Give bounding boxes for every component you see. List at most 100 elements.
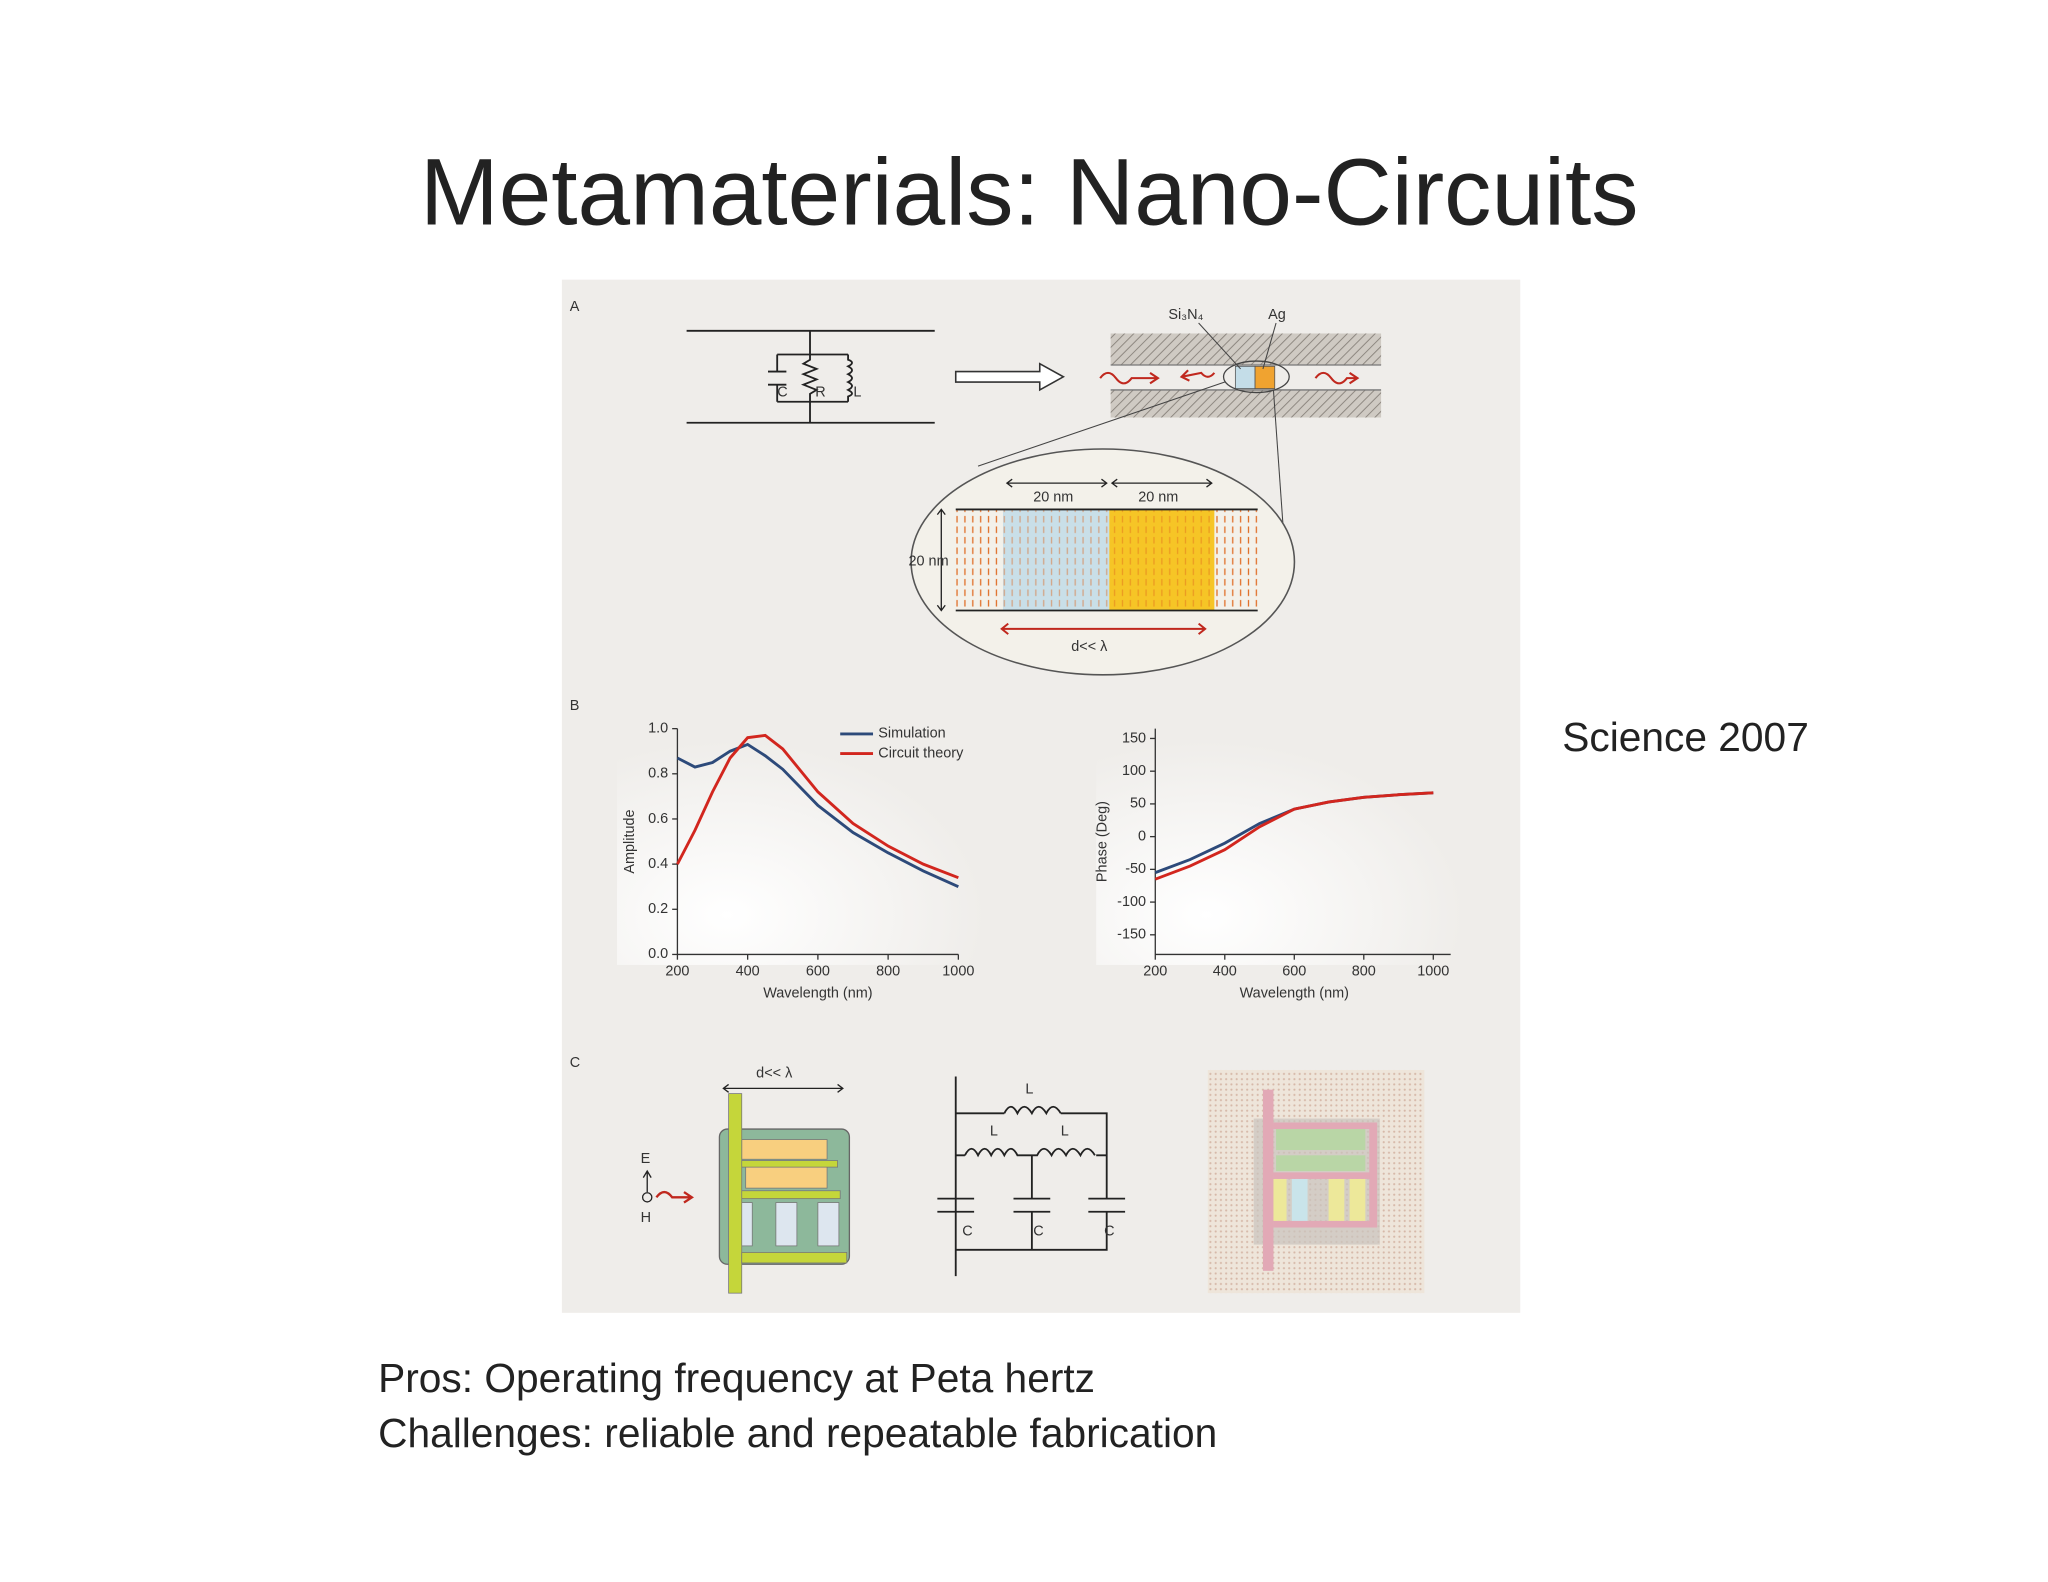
wave-arrow	[1179, 369, 1216, 382]
micrograph-part	[1276, 1155, 1366, 1172]
y-axis-label: Phase (Deg)	[1095, 801, 1111, 882]
legend-label: Circuit theory	[878, 745, 964, 761]
panel-label: A	[570, 299, 580, 315]
legend-label: Simulation	[878, 726, 945, 742]
wave-arrow	[1099, 371, 1160, 385]
dimension-arrow	[722, 1083, 844, 1093]
inductor-label: L	[990, 1123, 998, 1139]
waveguide: Si₃N₄ Ag	[1099, 307, 1382, 418]
inductor	[964, 1147, 1096, 1158]
circuit-label: L	[853, 384, 861, 400]
x-axis-label: Wavelength (nm)	[1240, 986, 1349, 1002]
wave-arrow	[655, 1190, 694, 1204]
field-label: H	[641, 1210, 651, 1226]
y-tick-label: 0.2	[648, 901, 668, 917]
x-tick-label: 1000	[942, 963, 974, 979]
rlc-circuit: C R L	[686, 329, 935, 424]
cladding	[1110, 333, 1382, 365]
si3n4-block	[1234, 365, 1256, 390]
dimension-label: 20 nm	[1033, 489, 1073, 505]
nano-circuit-device: d<< λ E H	[641, 1066, 851, 1294]
micrograph-part	[1273, 1220, 1372, 1228]
y-tick-label: 0.6	[648, 811, 668, 827]
data-line	[676, 742, 959, 889]
field-label: E	[641, 1151, 651, 1167]
field-symbol	[641, 1192, 653, 1203]
panel-label: B	[570, 698, 580, 714]
device-part	[734, 1160, 838, 1168]
x-tick-label: 200	[1143, 963, 1167, 979]
x-tick-label: 400	[736, 963, 760, 979]
y-tick-label: 1.0	[648, 720, 668, 736]
figure: A B C C R L Si₃N₄	[561, 279, 1521, 1313]
micrograph-part	[1349, 1178, 1366, 1221]
micrograph-part	[1291, 1178, 1308, 1221]
micrograph-part	[1328, 1178, 1345, 1221]
leader	[1198, 322, 1242, 370]
material-label: Si₃N₄	[1168, 307, 1203, 323]
inductor	[1003, 1105, 1062, 1116]
device-part	[741, 1139, 828, 1160]
inductor	[846, 354, 853, 402]
y-tick-label: -150	[1117, 927, 1146, 943]
cladding	[1110, 389, 1382, 418]
x-tick-label: 800	[1352, 963, 1376, 979]
wire	[954, 1076, 1108, 1277]
data-line	[676, 733, 959, 880]
y-tick-label: 100	[1122, 763, 1146, 779]
capacitor	[937, 1197, 1126, 1213]
micrograph-part	[1273, 1172, 1372, 1179]
plot-glow	[1096, 715, 1464, 965]
y-tick-label: 0.0	[648, 946, 668, 962]
zoom-ellipse	[1222, 360, 1290, 394]
dimension-arrow	[1000, 622, 1207, 635]
device-part	[745, 1166, 828, 1189]
capacitor-label: C	[962, 1223, 972, 1239]
y-tick-label: 150	[1122, 730, 1146, 746]
x-tick-label: 600	[1282, 963, 1306, 979]
y-tick-label: 0	[1138, 828, 1146, 844]
charts: 200 400 600 800 10000.00.20.40.60.81.0Wavele…	[622, 720, 1451, 1002]
micrograph-part	[1273, 1122, 1372, 1130]
micrograph-part	[1270, 1178, 1287, 1221]
y-tick-label: 50	[1130, 796, 1146, 812]
field-lines	[1002, 509, 1215, 611]
x-tick-label: 200	[665, 963, 689, 979]
y-tick-label: 0.8	[648, 766, 668, 782]
dimension-label: 20 nm	[1138, 489, 1178, 505]
material-label: Ag	[1268, 307, 1286, 323]
micrograph-part	[1369, 1122, 1378, 1228]
source: Science 2007	[1562, 714, 1809, 760]
leader	[977, 381, 1226, 467]
panel-label: C	[570, 1055, 580, 1071]
dimension-label: d<< λ	[1071, 639, 1108, 655]
wave-arrow	[1314, 371, 1360, 385]
x-tick-label: 400	[1213, 963, 1237, 979]
circuit-label: R	[815, 384, 825, 400]
transform-arrow	[954, 362, 1066, 392]
device-part	[817, 1202, 840, 1247]
device-part	[775, 1202, 798, 1247]
circuit-label: C	[777, 384, 787, 400]
micrograph-part	[1276, 1126, 1366, 1151]
y-tick-label: 0.4	[648, 856, 668, 872]
slide-title: Metamaterials: Nano-Circuits	[420, 140, 1639, 246]
dimension-label: 20 nm	[908, 554, 948, 570]
note: Pros: Operating frequency at Peta hertz	[378, 1355, 1095, 1401]
equivalent-circuit: L L L C C C	[937, 1076, 1126, 1277]
fabricated-device	[1207, 1069, 1425, 1294]
leader	[1272, 389, 1285, 539]
dimension-arrow	[1005, 478, 1213, 488]
y-axis-label: Amplitude	[622, 809, 638, 873]
note: Challenges: reliable and repeatable fabr…	[378, 1410, 1217, 1456]
zoom-view: 20 nm 20 nm 20 nm d<< λ	[908, 381, 1296, 676]
device-part	[734, 1190, 841, 1200]
x-axis-label: Wavelength (nm)	[763, 986, 872, 1002]
device-part	[741, 1252, 848, 1264]
x-tick-label: 800	[876, 963, 900, 979]
x-tick-label: 1000	[1417, 963, 1449, 979]
inductor-label: L	[1025, 1081, 1033, 1097]
dimension-arrow	[936, 508, 946, 612]
